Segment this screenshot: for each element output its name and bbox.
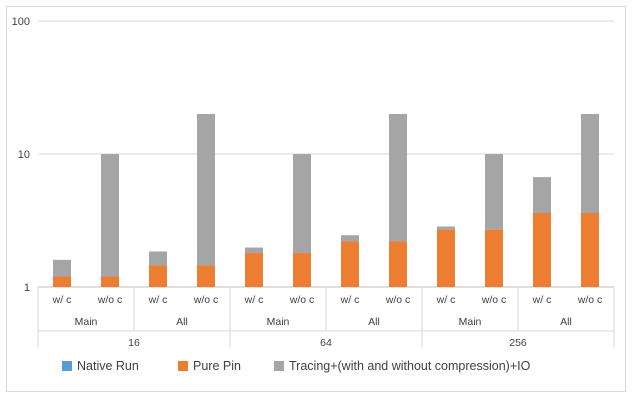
y-tick-label: 100 (12, 16, 30, 28)
bar-segment (149, 265, 167, 287)
legend-swatch (274, 361, 284, 371)
bar-segment (485, 154, 503, 230)
bar-segment (485, 229, 503, 287)
bar-segment (293, 154, 311, 254)
bar-segment (533, 213, 551, 287)
y-tick-label: 10 (18, 149, 30, 161)
group-label: Main (75, 316, 98, 328)
legend-label: Native Run (77, 359, 139, 373)
category-label: w/ c (244, 294, 264, 306)
bar-segment (149, 251, 167, 266)
category-label: w/ c (532, 294, 552, 306)
bar-segment (293, 253, 311, 287)
legend-label: Pure Pin (193, 359, 241, 373)
category-label: w/ c (436, 294, 456, 306)
bar-segment (341, 235, 359, 242)
bar-segment (245, 247, 263, 254)
category-label: w/o c (97, 294, 123, 306)
bar-segment (533, 177, 551, 214)
bar-segment (53, 259, 71, 277)
bar-segment (341, 241, 359, 287)
bar-segment (389, 241, 407, 287)
category-label: w/o c (385, 294, 411, 306)
legend-swatch (178, 361, 188, 371)
bar-segment (389, 113, 407, 242)
group-label: All (560, 316, 572, 328)
group-label: Main (267, 316, 290, 328)
group-label: 256 (509, 337, 527, 349)
bar-segment (581, 113, 599, 214)
bar-segment (437, 226, 455, 230)
legend-swatch (62, 361, 72, 371)
category-label: w/o c (481, 294, 507, 306)
group-label: 64 (320, 337, 332, 349)
bar-segment (197, 265, 215, 287)
group-label: All (176, 316, 188, 328)
category-label: w/ c (340, 294, 360, 306)
bar-segment (437, 229, 455, 287)
category-label: w/o c (289, 294, 315, 306)
y-tick-label: 1 (24, 282, 30, 294)
bar-segment (101, 276, 119, 287)
bar-segment (53, 276, 71, 287)
bar-segment (245, 253, 263, 287)
category-label: w/o c (577, 294, 603, 306)
group-label: 16 (128, 337, 140, 349)
legend-label: Tracing+(with and without compression)+I… (289, 359, 531, 373)
bar-segment (101, 154, 119, 277)
group-label: Main (459, 316, 482, 328)
bar-segment (197, 113, 215, 266)
category-label: w/ c (52, 294, 72, 306)
category-label: w/ c (148, 294, 168, 306)
category-label: w/o c (193, 294, 219, 306)
bar-segment (581, 213, 599, 287)
group-label: All (368, 316, 380, 328)
